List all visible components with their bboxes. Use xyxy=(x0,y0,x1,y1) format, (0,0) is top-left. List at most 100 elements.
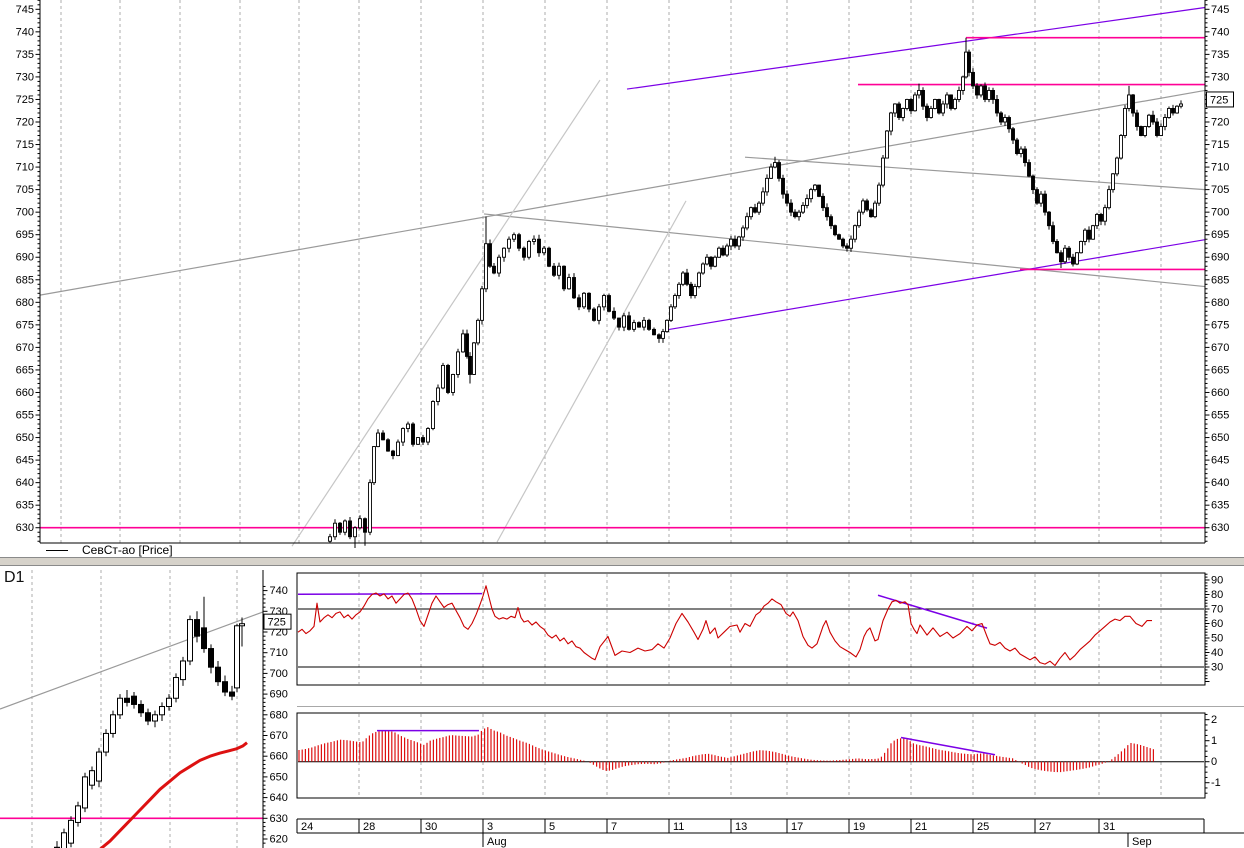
svg-text:740: 740 xyxy=(16,26,34,38)
svg-text:670: 670 xyxy=(270,730,288,742)
d1-moving-average-line xyxy=(99,741,248,848)
date-cell-label: 21 xyxy=(915,821,927,833)
main-current-price-box: 725 xyxy=(1206,91,1234,108)
date-cell-label: 5 xyxy=(549,821,555,833)
svg-text:90: 90 xyxy=(1211,575,1223,587)
date-cell-label: 25 xyxy=(977,821,989,833)
hist-gridlines xyxy=(358,714,1162,797)
svg-text:655: 655 xyxy=(16,410,34,422)
hist-panel-border[interactable] xyxy=(296,712,1206,799)
main-gridlines xyxy=(60,0,1162,543)
svg-text:680: 680 xyxy=(270,709,288,721)
d1-timeframe-label: D1 xyxy=(4,569,25,586)
svg-text:655: 655 xyxy=(1211,410,1229,422)
svg-text:635: 635 xyxy=(16,500,34,512)
date-axis[interactable]: 24 28 30 3 5 7 11 13 17 19 21 25 27 31 Aug Sep xyxy=(296,818,1244,848)
svg-text:30: 30 xyxy=(1211,662,1223,674)
svg-text:630: 630 xyxy=(16,522,34,534)
svg-text:745: 745 xyxy=(1211,4,1229,16)
svg-text:1: 1 xyxy=(1211,735,1217,747)
svg-text:675: 675 xyxy=(1211,319,1229,331)
svg-text:640: 640 xyxy=(1211,477,1229,489)
svg-text:680: 680 xyxy=(1211,297,1229,309)
date-cell-label: 7 xyxy=(611,821,617,833)
month-label: Aug xyxy=(487,836,507,848)
svg-text:710: 710 xyxy=(1211,162,1229,174)
svg-text:730: 730 xyxy=(1211,71,1229,83)
svg-text:695: 695 xyxy=(16,229,34,241)
svg-text:745: 745 xyxy=(16,4,34,16)
hist-bars xyxy=(298,727,1155,773)
panel-splitter[interactable] xyxy=(0,557,1244,566)
svg-text:640: 640 xyxy=(270,792,288,804)
rsi-line xyxy=(297,585,1152,667)
svg-text:690: 690 xyxy=(270,689,288,701)
svg-text:680: 680 xyxy=(16,297,34,309)
rsi-axis: 30 40 50 60 70 80 90 xyxy=(297,573,1244,707)
svg-text:70: 70 xyxy=(1211,604,1223,616)
svg-text:660: 660 xyxy=(1211,387,1229,399)
svg-text:650: 650 xyxy=(270,771,288,783)
svg-text:715: 715 xyxy=(16,139,34,151)
rsi-panel-border[interactable] xyxy=(296,572,1206,686)
svg-text:665: 665 xyxy=(1211,364,1229,376)
hist-axis: -1 0 1 2 xyxy=(1205,713,1221,794)
svg-text:685: 685 xyxy=(16,274,34,286)
svg-text:700: 700 xyxy=(270,668,288,680)
legend: СевСт-ао [Price] xyxy=(46,543,173,557)
svg-text:630: 630 xyxy=(270,813,288,825)
hist-trendlines[interactable] xyxy=(377,729,996,756)
svg-text:720: 720 xyxy=(16,117,34,129)
svg-text:705: 705 xyxy=(16,184,34,196)
d1-candles[interactable] xyxy=(54,596,245,848)
date-cell-label: 11 xyxy=(673,821,684,833)
svg-text:690: 690 xyxy=(16,252,34,264)
svg-text:710: 710 xyxy=(16,162,34,174)
rsi-trendlines[interactable] xyxy=(297,592,988,629)
main-price-candles[interactable] xyxy=(328,37,1183,549)
month-label: Sep xyxy=(1132,836,1152,848)
date-cell-label: 30 xyxy=(425,821,437,833)
svg-text:685: 685 xyxy=(1211,274,1229,286)
svg-text:40: 40 xyxy=(1211,647,1223,659)
svg-text:670: 670 xyxy=(16,342,34,354)
d1-last-price-label: 725 xyxy=(268,617,286,629)
svg-text:645: 645 xyxy=(1211,455,1229,467)
main-axes: 630 630 635 635 640 640 645 645 650 650 655 655 660 6… xyxy=(16,0,1229,544)
svg-text:700: 700 xyxy=(16,207,34,219)
svg-text:710: 710 xyxy=(270,647,288,659)
svg-text:645: 645 xyxy=(16,455,34,467)
date-cell-label: 24 xyxy=(301,821,313,833)
svg-text:-1: -1 xyxy=(1211,777,1221,789)
svg-text:670: 670 xyxy=(1211,342,1229,354)
svg-text:705: 705 xyxy=(1211,184,1229,196)
d1-trendlines[interactable] xyxy=(0,611,264,820)
main-trendlines[interactable] xyxy=(39,6,1206,547)
svg-text:730: 730 xyxy=(16,71,34,83)
date-cell-label: 19 xyxy=(853,821,865,833)
date-cell-label: 28 xyxy=(363,821,375,833)
svg-text:650: 650 xyxy=(1211,432,1229,444)
date-cell-label: 13 xyxy=(735,821,747,833)
svg-text:0: 0 xyxy=(1211,756,1217,768)
svg-text:720: 720 xyxy=(1211,117,1229,129)
d1-gridlines xyxy=(31,570,238,848)
svg-text:735: 735 xyxy=(1211,49,1229,61)
svg-text:735: 735 xyxy=(16,49,34,61)
rsi-levels xyxy=(298,608,1204,668)
svg-text:635: 635 xyxy=(1211,500,1229,512)
svg-text:665: 665 xyxy=(16,364,34,376)
legend-series-label: СевСт-ао [Price] xyxy=(82,543,173,557)
date-cell-label: 31 xyxy=(1103,821,1115,833)
main-last-price-label: 725 xyxy=(1210,94,1228,106)
date-cell-label: 17 xyxy=(791,821,803,833)
svg-text:60: 60 xyxy=(1211,618,1223,630)
date-cell-label: 3 xyxy=(487,821,493,833)
main-horizontal-levels[interactable] xyxy=(40,36,1205,529)
svg-text:80: 80 xyxy=(1211,589,1223,601)
svg-text:700: 700 xyxy=(1211,207,1229,219)
svg-text:630: 630 xyxy=(1211,522,1229,534)
svg-text:660: 660 xyxy=(16,387,34,399)
